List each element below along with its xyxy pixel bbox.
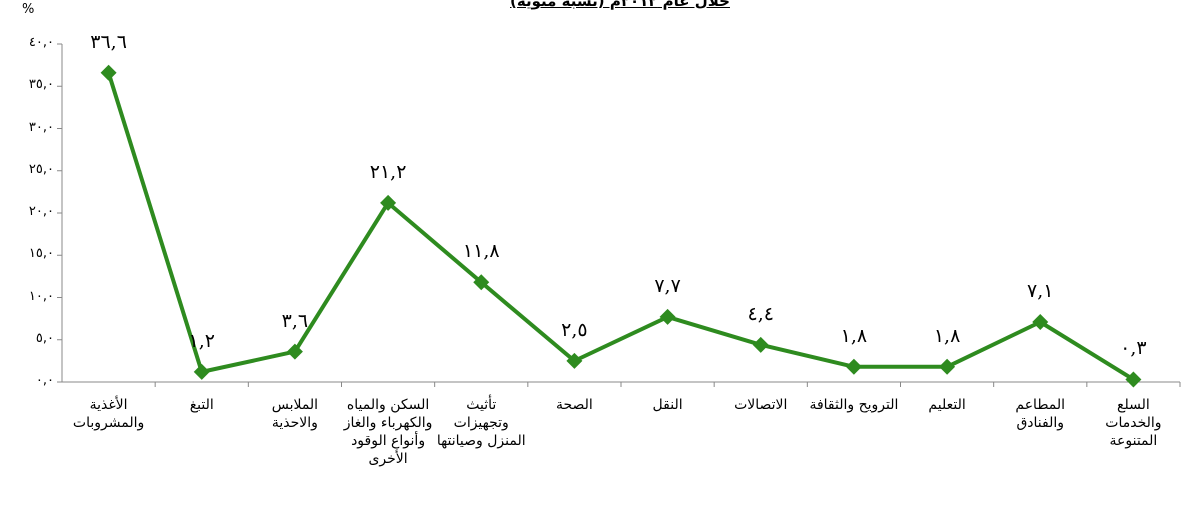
data-label: ٧,٧: [654, 274, 681, 297]
marker: [845, 358, 862, 375]
data-label: ١,٨: [840, 324, 868, 347]
marker: [380, 194, 397, 211]
marker: [100, 64, 117, 81]
x-tick-label: السلع والخدمات المتنوعة: [1105, 397, 1162, 449]
data-label: ٤,٤: [747, 302, 774, 325]
data-label: ٣٦,٦: [90, 30, 127, 53]
line: [106, 72, 1135, 382]
marker: [193, 363, 210, 380]
x-tick-label: الاتصالات: [734, 397, 788, 413]
y-tick-label: ١٠,٠: [28, 288, 54, 304]
y-tick-label: ٣٥,٠: [28, 77, 54, 93]
marker: [659, 308, 676, 325]
data-label: ١,٢: [188, 329, 215, 352]
data-label: ١,٨: [933, 324, 961, 347]
marker: [566, 352, 583, 369]
y-tick-label: ٢٠,٠: [28, 204, 54, 219]
x-tick-label: الأغذية والمشروبات: [72, 397, 145, 431]
x-tick-label: النقل: [652, 397, 683, 413]
data-label: ١١,٨: [462, 240, 500, 263]
x-tick-label: الترويح والثقافة: [809, 397, 899, 413]
marker: [939, 358, 956, 375]
chart-title: خلال عام ٢٠١٢م (نسبة مئوية): [510, 0, 730, 10]
y-tick-label: ٣٠,٠: [28, 119, 54, 135]
marker: [286, 343, 303, 360]
x-tick-label: التبغ: [189, 397, 214, 413]
x-tick-label: تأثيث وتجهيزات المنزل وصيانتها: [436, 397, 526, 449]
y-tick-label: ٥,٠: [35, 330, 54, 346]
marker: [1125, 371, 1142, 388]
marker: [473, 274, 490, 291]
marker: [1032, 314, 1049, 331]
x-tick-label: التعليم: [928, 397, 966, 413]
data-label: ٧,١: [1027, 280, 1054, 302]
marker: [752, 336, 769, 353]
x-tick-label: الصحة: [555, 397, 593, 413]
x-tick-label: المطاعم والفنادق: [1015, 397, 1066, 431]
y-tick-label: ١٥,٠: [28, 246, 54, 262]
data-label: ٢,٥: [561, 318, 588, 341]
y-tick-label: ٤٠,٠: [28, 35, 54, 50]
y-tick-label: ٠,٠: [35, 373, 54, 388]
data-label: ٣,٦: [281, 309, 309, 332]
y-tick-label: ٢٥,٠: [28, 161, 54, 177]
x-tick-label: الملابس والاحذية: [271, 397, 319, 431]
data-label: ٠,٣: [1120, 337, 1147, 360]
y-axis-label: %: [22, 2, 35, 17]
data-label: ٢١,٢: [369, 160, 407, 183]
x-tick-label: السكن والمياه والكهرباء والغاز وأنواع ال…: [343, 397, 433, 467]
